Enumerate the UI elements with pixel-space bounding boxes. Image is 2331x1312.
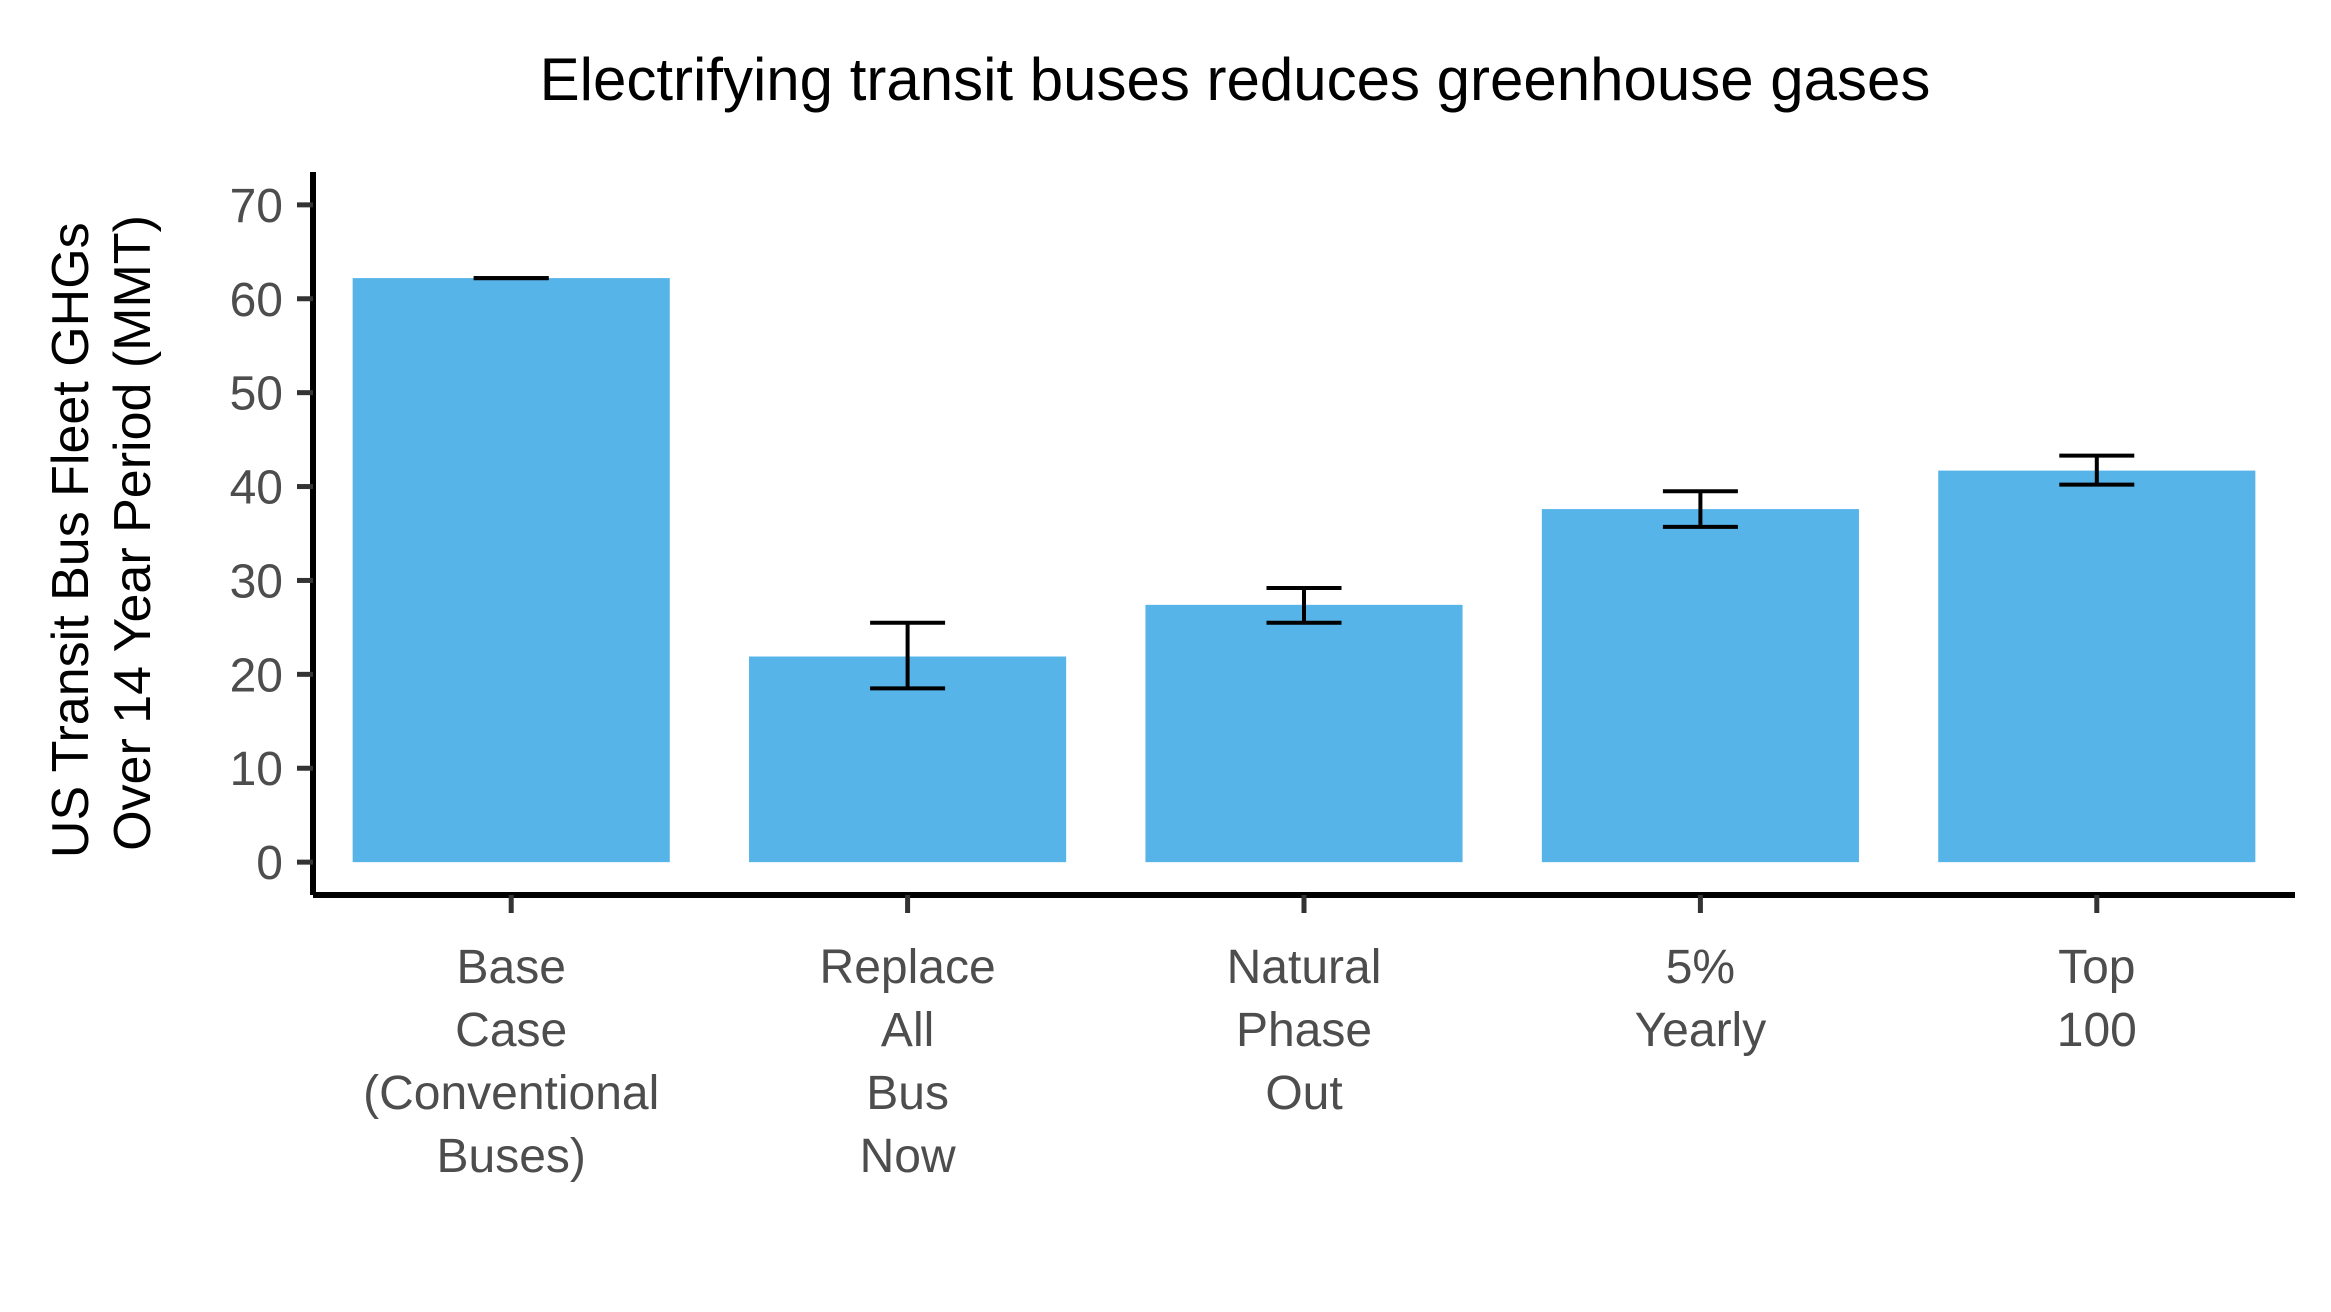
y-tick-label: 30 bbox=[230, 555, 283, 608]
x-tick-label-line: Now bbox=[860, 1130, 956, 1183]
chart-title: Electrifying transit buses reduces green… bbox=[540, 46, 1931, 113]
y-tick-label: 60 bbox=[230, 274, 283, 327]
x-tick-label-line: All bbox=[881, 1004, 934, 1057]
x-tick-label-line: Buses) bbox=[437, 1130, 586, 1183]
bar bbox=[1145, 604, 1463, 863]
y-tick-label: 20 bbox=[230, 649, 283, 702]
y-axis: 0 10 20 30 40 50 60 70 bbox=[230, 172, 316, 895]
x-tick-label-line: Case bbox=[455, 1004, 567, 1057]
x-tick-label-line: Out bbox=[1265, 1067, 1342, 1120]
x-axis: Base Case (Conventional Buses) Replace All Bus… bbox=[313, 892, 2295, 1183]
x-tick-label-line: 5% bbox=[1666, 941, 1735, 994]
x-tick-label-line: 100 bbox=[2057, 1004, 2137, 1057]
x-tick-label-line: Phase bbox=[1236, 1004, 1372, 1057]
x-tick-label-line: Base bbox=[456, 941, 565, 994]
x-tick-label: Top 100 bbox=[2057, 941, 2137, 1057]
bar bbox=[749, 656, 1067, 863]
x-tick-label-line: Yearly bbox=[1635, 1004, 1767, 1057]
bar bbox=[1541, 509, 1859, 863]
y-tick-label: 0 bbox=[256, 837, 283, 890]
y-axis-label: US Transit Bus Fleet GHGs Over 14 Year P… bbox=[42, 208, 162, 858]
y-tick-label: 50 bbox=[230, 368, 283, 421]
x-tick-label-line: Top bbox=[2058, 941, 2135, 994]
x-tick-label-line: Natural bbox=[1227, 941, 1382, 994]
error-bars bbox=[473, 276, 2135, 691]
x-tick-label: Replace All Bus Now bbox=[820, 941, 996, 1183]
x-tick-label-line: (Conventional bbox=[363, 1067, 659, 1120]
y-tick-label: 10 bbox=[230, 743, 283, 796]
x-tick-label: 5% Yearly bbox=[1635, 941, 1767, 1057]
y-tick-label: 40 bbox=[230, 462, 283, 515]
x-tick-label-line: Bus bbox=[866, 1067, 949, 1120]
y-axis-label-line-2: Over 14 Year Period (MMT) bbox=[104, 215, 162, 851]
x-tick-label: Base Case (Conventional Buses) bbox=[363, 941, 659, 1183]
x-tick-label: Natural Phase Out bbox=[1227, 941, 1382, 1120]
bar bbox=[352, 278, 670, 863]
bars bbox=[352, 278, 2256, 863]
x-tick-label-line: Replace bbox=[820, 941, 996, 994]
y-tick-label: 70 bbox=[230, 180, 283, 233]
y-axis-label-line-1: US Transit Bus Fleet GHGs bbox=[42, 222, 100, 858]
bar bbox=[1938, 470, 2256, 863]
